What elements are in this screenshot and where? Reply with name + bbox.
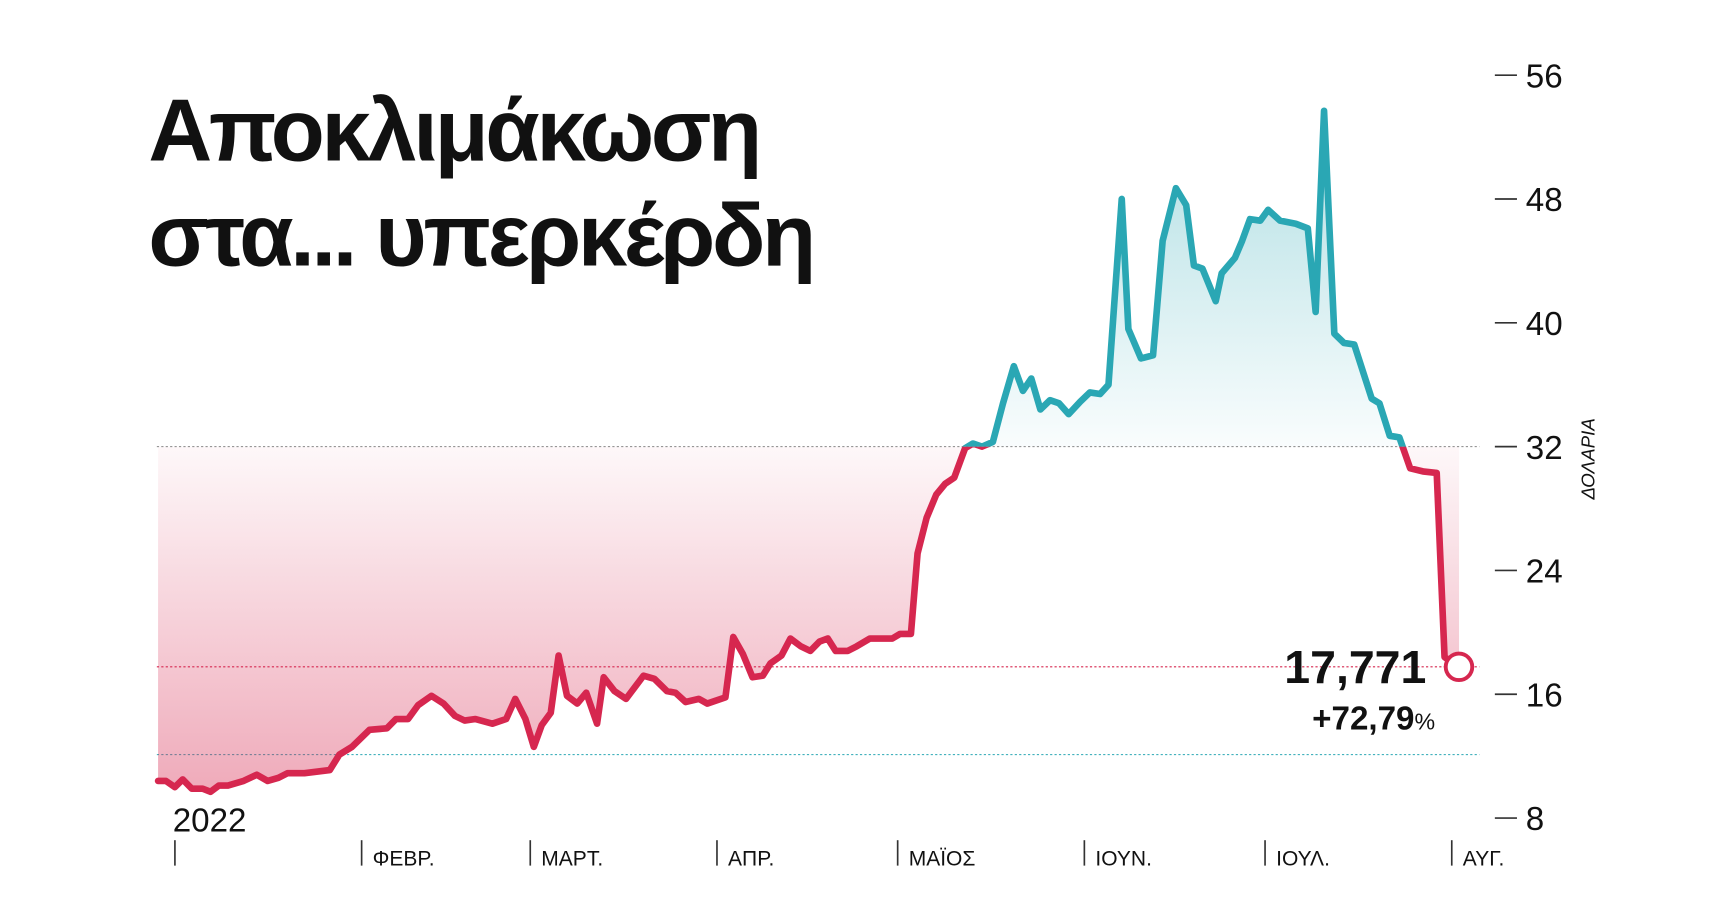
x-tick-label: ΦΕΒΡ. [373, 848, 435, 871]
y-tick-label: 16 [1526, 677, 1563, 714]
annotation-change-unit: % [1415, 709, 1436, 735]
y-tick-label: 40 [1526, 306, 1563, 343]
annotation-change: +72,79% [1312, 701, 1435, 738]
x-tick-label: ΜΑΡΤ. [541, 848, 603, 871]
title-line: στα... υπερκέρδη [148, 185, 813, 284]
line-above [962, 107, 1407, 447]
title-line: Αποκλιμάκωση [148, 80, 759, 179]
end-marker [1443, 651, 1475, 683]
y-tick-label: 32 [1526, 430, 1563, 467]
area-below [158, 446, 1460, 792]
y-tick-label: 56 [1526, 58, 1563, 95]
x-tick-label: ΜΑΪΟΣ [909, 848, 976, 871]
y-axis-label: ΔΟΛΑΡΙΑ [1577, 418, 1598, 500]
y-tick-label: 24 [1526, 554, 1563, 591]
x-tick-label: ΑΥΓ. [1463, 848, 1505, 871]
area-above [158, 110, 1460, 447]
x-tick-label: 2022 [173, 802, 247, 839]
annotation-change-value: +72,79 [1312, 701, 1414, 738]
line-below [154, 446, 1463, 796]
x-tick-label: ΙΟΥΝ. [1095, 848, 1152, 871]
y-tick-label: 8 [1526, 801, 1544, 838]
x-tick-label: ΙΟΥΛ. [1276, 848, 1330, 871]
y-tick-label: 48 [1526, 182, 1563, 219]
annotation-value: 17,771 [1284, 641, 1426, 693]
x-tick-label: ΑΠΡ. [728, 848, 774, 871]
